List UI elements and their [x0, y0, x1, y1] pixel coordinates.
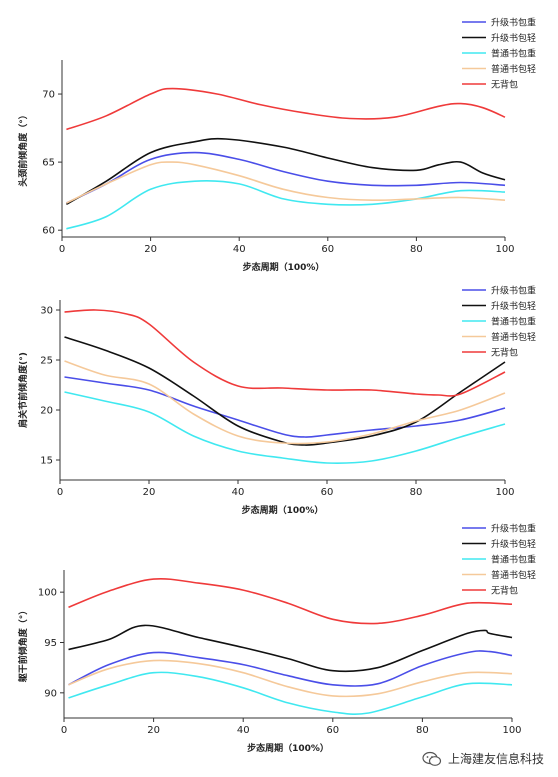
x-tick-label: 20 [147, 725, 160, 736]
y-tick-label: 20 [40, 406, 53, 417]
y-tick-label: 90 [44, 688, 57, 699]
series-line-5 [64, 309, 506, 397]
x-tick-label: 40 [237, 725, 250, 736]
y-axis-title: 躯干前倾角度（°） [17, 606, 29, 684]
series-line-2 [68, 624, 513, 673]
x-tick-label: 80 [410, 487, 423, 498]
wechat-icon [422, 751, 442, 766]
watermark-text: 上海建友信息科技 [447, 752, 544, 766]
y-tick-label: 60 [42, 226, 55, 237]
series-line-1 [64, 376, 506, 438]
legend-label: 无背包 [491, 79, 518, 91]
legend-label: 升级书包轻 [491, 300, 536, 312]
x-tick-label: 0 [61, 725, 67, 736]
x-tick-label: 0 [59, 244, 65, 255]
x-tick-label: 20 [144, 244, 157, 255]
x-tick-label: 60 [321, 487, 334, 498]
legend-label: 普通书包轻 [491, 331, 536, 343]
legend-label: 普通书包轻 [491, 63, 536, 75]
x-tick-label: 80 [416, 725, 429, 736]
y-axis-title: 头颈前倾角度（°） [17, 110, 29, 187]
y-tick-label: 15 [40, 456, 53, 467]
series-line-3 [68, 671, 513, 716]
series-line-1 [66, 151, 506, 204]
series-line-2 [66, 137, 506, 205]
x-tick-label: 60 [326, 725, 339, 736]
y-tick-label: 100 [38, 588, 57, 599]
chart-1: 0 20 40 60 80 100 60 65 70 步态周期（100%） 头颈前倾角度（°） 升级书… [17, 17, 536, 274]
series-line-5 [68, 577, 513, 625]
series-line-4 [66, 161, 506, 204]
series-line-4 [68, 659, 513, 698]
x-tick-label: 100 [495, 487, 514, 498]
y-tick-label: 95 [44, 638, 57, 649]
legend-label: 升级书包重 [491, 523, 536, 535]
series-line-2 [64, 336, 506, 446]
x-tick-label: 0 [57, 487, 63, 498]
x-tick-label: 100 [502, 725, 521, 736]
legend-label: 升级书包轻 [491, 32, 536, 44]
x-tick-label: 80 [410, 244, 423, 255]
legend-label: 升级书包重 [491, 285, 536, 297]
series-line-4 [64, 360, 506, 445]
x-axis-title: 步态周期（100%） [243, 261, 325, 273]
legend-label: 普通书包重 [491, 554, 536, 566]
x-tick-label: 40 [233, 244, 246, 255]
chart-3: 0 20 40 60 80 100 90 95 100 步态周期（100%） 躯干前倾角度（°） 升级… [17, 523, 536, 755]
series-line-5 [66, 87, 506, 131]
watermark: 上海建友信息科技 [422, 750, 544, 767]
x-tick-label: 20 [143, 487, 156, 498]
legend-label: 无背包 [491, 585, 518, 597]
x-axis-title: 步态周期（100%） [247, 742, 329, 754]
x-axis-title: 步态周期（100%） [242, 504, 324, 516]
legend-label: 普通书包重 [491, 316, 536, 328]
y-tick-label: 25 [40, 356, 53, 367]
series-line-1 [68, 650, 513, 687]
y-tick-label: 30 [40, 306, 53, 317]
legend-label: 升级书包轻 [491, 538, 536, 550]
x-tick-label: 40 [232, 487, 245, 498]
x-tick-label: 60 [321, 244, 334, 255]
legend-label: 升级书包重 [491, 17, 536, 29]
y-axis-title: 肩关节前倾角度(°) [17, 352, 29, 429]
legend-label: 普通书包重 [491, 48, 536, 60]
legend-label: 普通书包轻 [491, 569, 536, 581]
x-tick-label: 100 [495, 244, 514, 255]
chart-2: 0 20 40 60 80 100 15 20 25 30 步态周期（100%） 肩关节前倾角度(°)… [17, 285, 536, 517]
y-tick-label: 70 [42, 90, 55, 101]
legend-label: 无背包 [491, 347, 518, 359]
series-line-3 [64, 391, 506, 464]
series-line-3 [66, 180, 506, 230]
y-tick-label: 65 [42, 158, 55, 169]
